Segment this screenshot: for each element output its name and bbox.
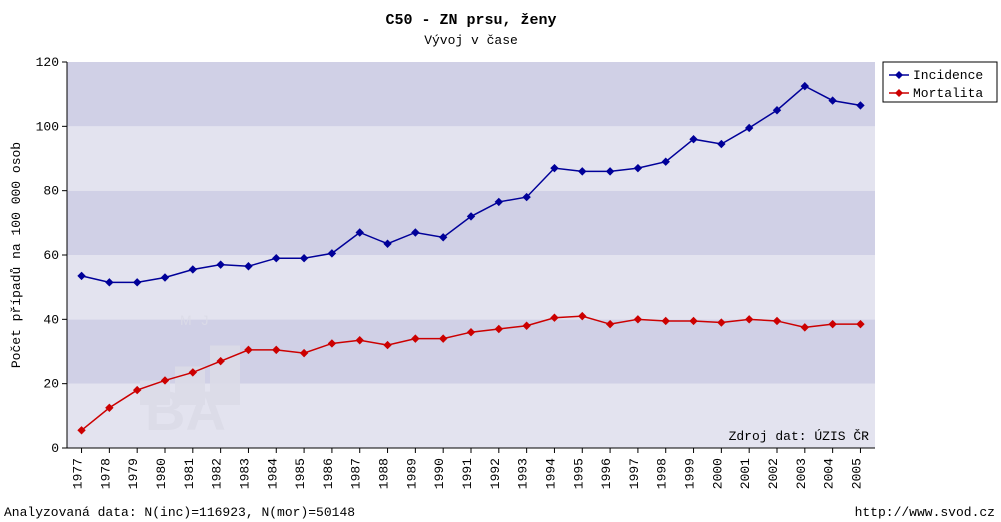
x-tick-label: 1980 [154, 458, 169, 489]
x-tick-label: 1992 [488, 458, 503, 489]
x-tick-label: 1982 [210, 458, 225, 489]
legend-label: Incidence [913, 68, 983, 83]
x-tick-label: 1988 [377, 458, 392, 489]
footer-right: http://www.svod.cz [855, 505, 995, 520]
x-tick-label: 1991 [460, 458, 475, 489]
watermark-letters: BA [145, 379, 226, 442]
x-tick-label: 1990 [432, 458, 447, 489]
chart-container: M J BA 0 20 40 60 80 100 120 1977 1978 1979 1980 1981… [0, 0, 1001, 522]
y-tick-label: 80 [43, 184, 59, 199]
y-tick-label: 120 [36, 55, 59, 70]
chart-subtitle: Vývoj v čase [424, 33, 518, 48]
x-tick-label: 1989 [404, 458, 419, 489]
y-tick-label: 60 [43, 248, 59, 263]
x-tick-label: 1977 [71, 458, 86, 489]
x-tick-label: 1993 [516, 458, 531, 489]
x-tick-label: 1994 [543, 458, 558, 489]
x-tick-label: 1999 [683, 458, 698, 489]
legend-label: Mortalita [913, 86, 983, 101]
chart-title: C50 - ZN prsu, ženy [385, 12, 556, 29]
x-tick-label: 1997 [627, 458, 642, 489]
x-tick-label: 2005 [849, 458, 864, 489]
y-tick-label: 20 [43, 377, 59, 392]
x-tick-label: 1978 [98, 458, 113, 489]
x-tick-label: 1984 [265, 458, 280, 489]
x-tick-label: 1981 [182, 458, 197, 489]
y-tick-label: 100 [36, 119, 59, 134]
x-tick-label: 1983 [237, 458, 252, 489]
x-tick-label: 1985 [293, 458, 308, 489]
y-tick-label: 40 [43, 312, 59, 327]
y-axis-label: Počet případů na 100 000 osob [9, 142, 24, 368]
x-tick-label: 1979 [126, 458, 141, 489]
watermark-small: M J [180, 312, 212, 328]
x-tick-label: 1998 [655, 458, 670, 489]
source-text: Zdroj dat: ÚZIS ČR [729, 429, 870, 444]
x-tick-label: 2003 [794, 458, 809, 489]
y-tick-label: 0 [51, 441, 59, 456]
x-tick-label: 1986 [321, 458, 336, 489]
x-tick-label: 2000 [710, 458, 725, 489]
footer-left: Analyzovaná data: N(inc)=116923, N(mor)=… [4, 505, 355, 520]
x-tick-label: 2002 [766, 458, 781, 489]
x-tick-label: 2001 [738, 458, 753, 489]
x-tick-label: 1996 [599, 458, 614, 489]
x-tick-label: 2004 [822, 458, 837, 489]
x-tick-label: 1995 [571, 458, 586, 489]
x-tick-label: 1987 [349, 458, 364, 489]
